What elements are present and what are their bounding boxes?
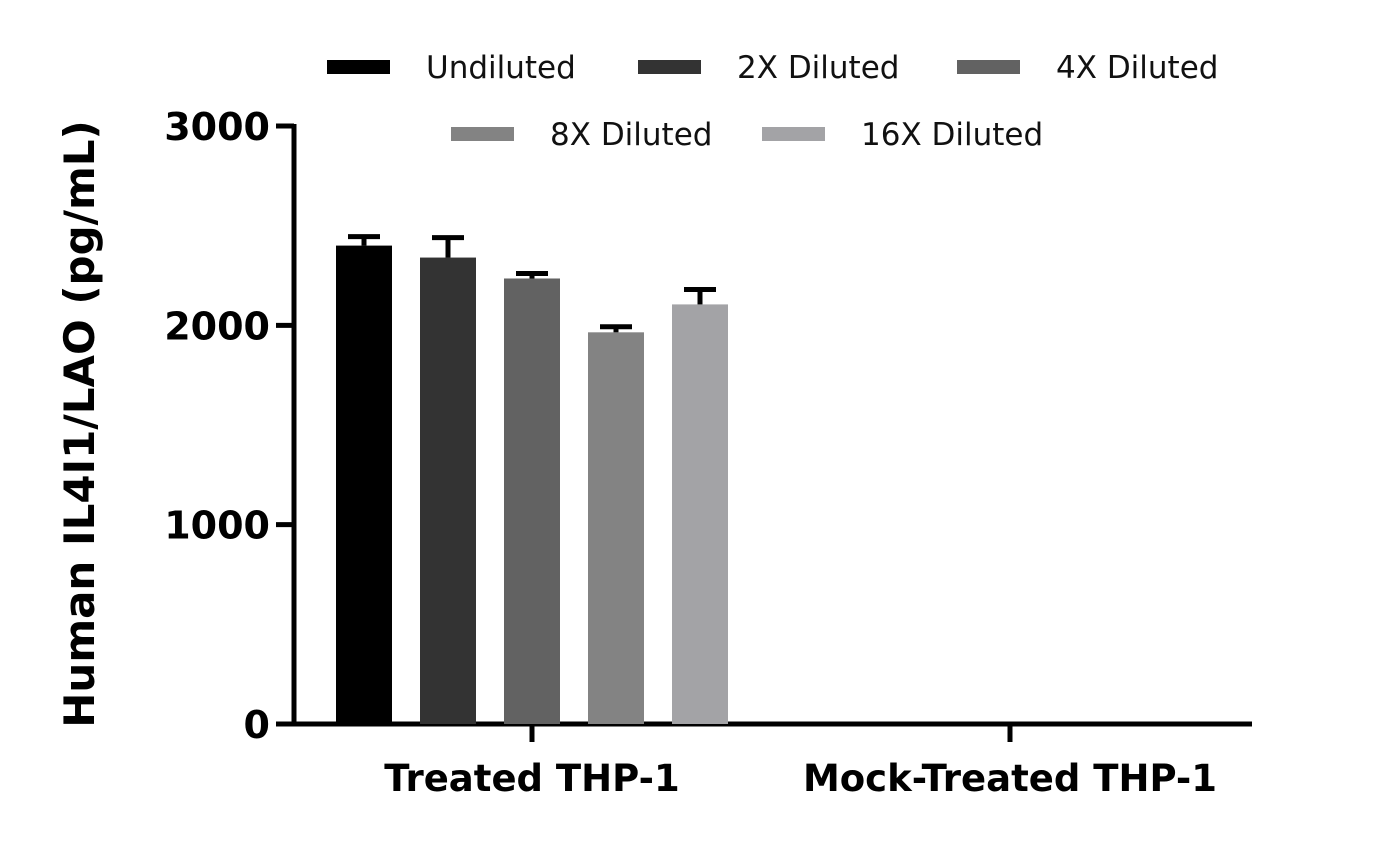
legend-label: 16X Diluted xyxy=(861,117,1043,153)
legend-label: Undiluted xyxy=(426,50,576,86)
category-label: Treated THP-1 xyxy=(384,757,679,800)
category-label: Mock-Treated THP-1 xyxy=(803,757,1217,800)
bar xyxy=(588,332,644,724)
legend-label: 4X Diluted xyxy=(1056,50,1218,86)
legend-label: 2X Diluted xyxy=(737,50,899,86)
bar xyxy=(336,245,392,724)
legend-swatch xyxy=(957,60,1020,74)
y-tick-label: 3000 xyxy=(164,105,270,149)
y-axis-label: Human IL4I1/LAO (pg/mL) xyxy=(55,120,104,727)
y-tick-label: 1000 xyxy=(164,504,270,548)
legend-swatch xyxy=(451,127,514,141)
bars xyxy=(336,245,728,724)
bar xyxy=(672,304,728,724)
y-tick-label: 2000 xyxy=(164,304,270,348)
y-ticks: 0 1000 2000 3000 xyxy=(164,105,294,747)
legend-swatch xyxy=(327,60,390,74)
legend-label: 8X Diluted xyxy=(550,117,712,153)
legend: Undiluted 2X Diluted 4X Diluted 8X Diluted 1… xyxy=(327,50,1218,153)
bar xyxy=(504,278,560,724)
legend-swatch xyxy=(762,127,825,141)
x-ticks: Treated THP-1 Mock-Treated THP-1 xyxy=(384,724,1217,800)
y-tick-label: 0 xyxy=(244,703,270,747)
error-bars xyxy=(348,234,716,333)
bar xyxy=(420,257,476,724)
legend-swatch xyxy=(638,60,701,74)
